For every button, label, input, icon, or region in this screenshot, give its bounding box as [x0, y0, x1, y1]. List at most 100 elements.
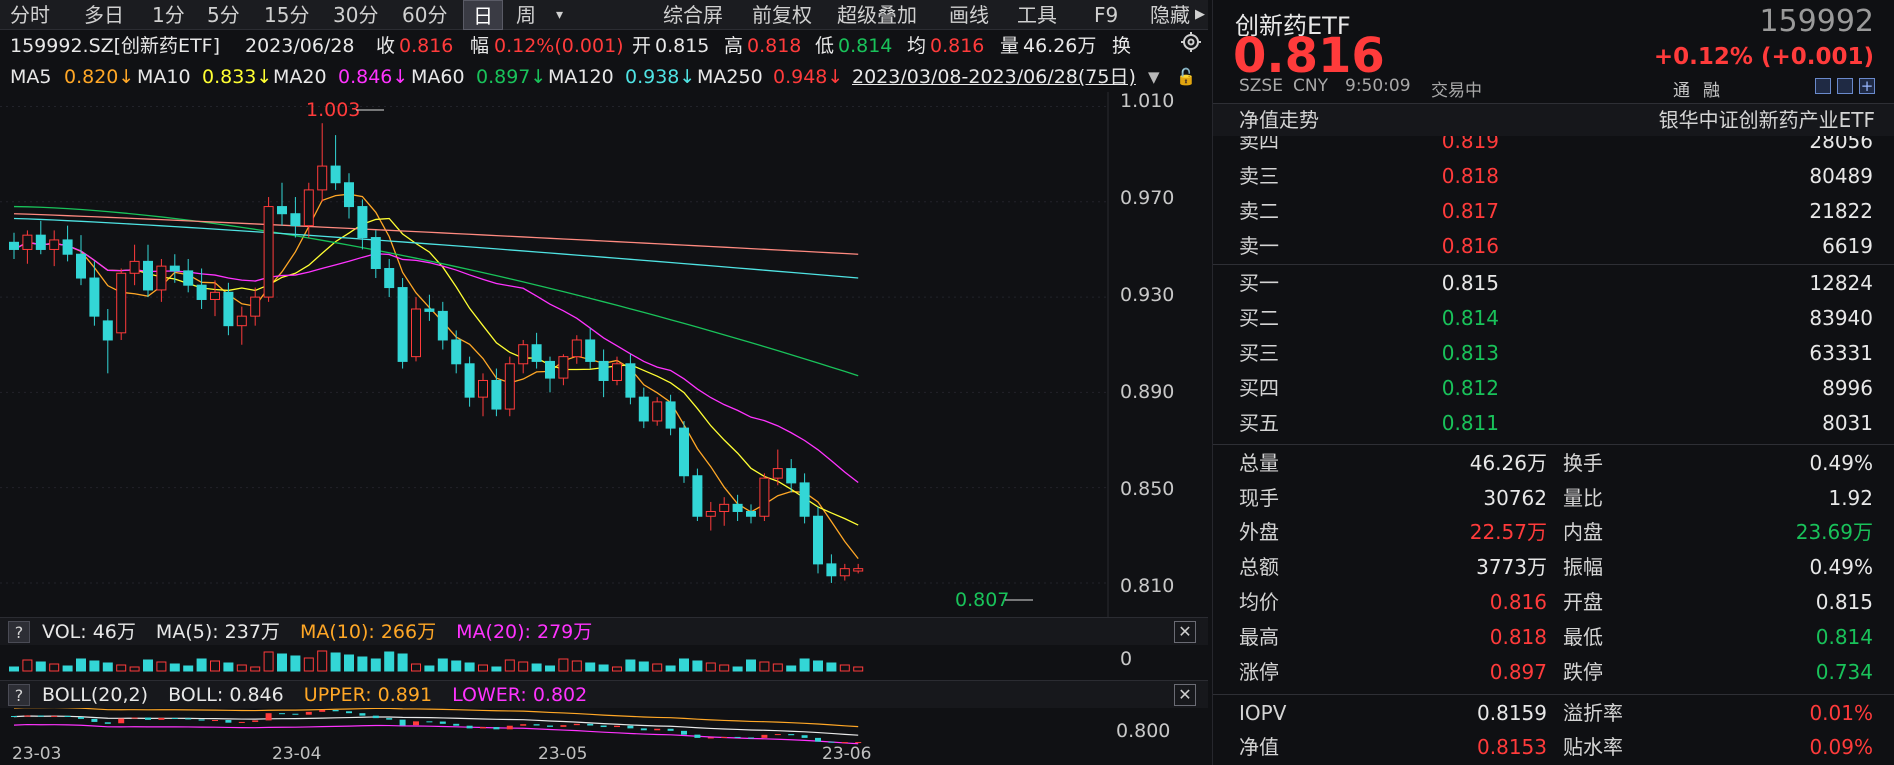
candle-body: [223, 291, 234, 327]
boll-candle: [815, 737, 821, 742]
candle-body: [411, 308, 421, 358]
candle-body: [665, 401, 676, 429]
bid-label: 买四: [1239, 376, 1279, 400]
ask-row-1[interactable]: 卖一 0.816 6619: [1213, 229, 1894, 259]
candle-body: [853, 568, 864, 572]
boll-candle: [453, 723, 460, 726]
candle-body: [89, 277, 100, 317]
boll-close-button[interactable]: ✕: [1174, 684, 1196, 706]
tools-button[interactable]: 工具: [1017, 3, 1057, 27]
close-value: 0.816: [399, 35, 454, 57]
security-code: 159992.SZ[创新药ETF]: [10, 35, 221, 57]
bid-row-3[interactable]: 买三 0.813 63331: [1213, 336, 1894, 371]
draw-line-button[interactable]: 画线: [949, 3, 989, 27]
tab-15min[interactable]: 15分: [264, 3, 310, 27]
avg-value: 0.816: [930, 35, 985, 57]
bid-row-1[interactable]: 买一 0.815 12824: [1213, 266, 1894, 301]
candle-body: [303, 189, 314, 227]
forward-adjust-button[interactable]: 前复权: [752, 3, 812, 27]
tab-1min[interactable]: 1分: [152, 3, 185, 27]
hide-button[interactable]: 隐藏: [1150, 3, 1190, 27]
volume-bar: [545, 665, 555, 672]
vol-panel-header: ? VOL: 46万 MA(5): 237万 MA(10): 266万 MA(2…: [0, 617, 1208, 645]
boll-label: BOLL(20,2): [42, 684, 149, 706]
ma120-line: [13, 217, 859, 279]
ask-row-4[interactable]: 卖四 0.819 28056: [1213, 136, 1894, 159]
settings-gear-icon[interactable]: [1180, 31, 1202, 63]
tab-fenshi[interactable]: 分时: [10, 3, 50, 27]
candle-body: [317, 165, 328, 191]
ma60-value: 0.897↓: [476, 66, 547, 88]
ma10-value: 0.833↓: [202, 66, 273, 88]
lock-icon[interactable]: 🔓: [1176, 67, 1196, 86]
boll-candle: [560, 725, 567, 727]
tab-daily[interactable]: 日: [463, 0, 503, 30]
range-dropdown-icon[interactable]: ▼: [1148, 68, 1160, 86]
boll-upper: UPPER: 0.891: [303, 684, 433, 706]
f9-button[interactable]: F9: [1094, 3, 1119, 27]
tab-5min[interactable]: 5分: [207, 3, 240, 27]
ask-row-3[interactable]: 卖三 0.818 80489: [1213, 159, 1894, 194]
edit-icon[interactable]: [1815, 78, 1831, 94]
price-tick: 1.010: [1120, 92, 1174, 112]
boll-candle: [118, 718, 125, 724]
boll-candle: [171, 717, 178, 719]
boll-candle: [774, 734, 781, 736]
candle-body: [478, 379, 488, 398]
boll-candle: [493, 727, 500, 730]
tab-multiday[interactable]: 多日: [84, 3, 124, 27]
bid-row-5[interactable]: 买五 0.811 8031: [1213, 406, 1894, 441]
boll-candle: [828, 741, 835, 743]
candle-body: [692, 475, 703, 517]
open-value: 0.815: [655, 35, 710, 57]
super-overlay-button[interactable]: 超级叠加: [837, 3, 917, 27]
tab-weekly[interactable]: 周: [516, 3, 536, 27]
period-dropdown-icon[interactable]: ▾: [556, 7, 564, 23]
boll-candle: [145, 717, 151, 720]
tab-60min[interactable]: 60分: [402, 3, 448, 27]
nav-trend-link[interactable]: 净值走势: [1239, 108, 1319, 132]
vol-axis-tick: 0: [1120, 648, 1132, 670]
candle-body: [585, 339, 596, 362]
boll-candle: [399, 719, 406, 726]
vol-close-button[interactable]: ✕: [1174, 621, 1196, 643]
candle-body: [156, 265, 167, 291]
candle-body: [705, 510, 716, 517]
volume-bar: [772, 663, 783, 672]
boll-help-button[interactable]: ?: [8, 684, 30, 706]
trading-status: 交易中: [1431, 81, 1482, 101]
low-annotation: 0.807: [955, 589, 1009, 611]
candle-body: [813, 515, 823, 565]
boll-candle: [547, 725, 553, 727]
kline-chart[interactable]: 1.010 0.970 0.930 0.890 0.850 0.810 1.00…: [0, 92, 1208, 617]
collapse-icon[interactable]: ▶: [1195, 7, 1205, 22]
date-range[interactable]: 2023/03/08-2023/06/28(75日): [852, 66, 1136, 88]
bid-row-2[interactable]: 买二 0.814 83940: [1213, 301, 1894, 336]
bid-label: 买二: [1239, 306, 1279, 330]
bid-row-4[interactable]: 买四 0.812 8996: [1213, 371, 1894, 406]
stat-row: 总量 46.26万 换手 0.49%: [1239, 451, 1873, 475]
tab-30min[interactable]: 30分: [333, 3, 379, 27]
vol-help-button[interactable]: ?: [8, 621, 30, 643]
ask-row-2[interactable]: 卖二 0.817 21822: [1213, 194, 1894, 229]
candle-body: [169, 265, 180, 272]
boll-candle: [841, 742, 848, 744]
tong-badge: 通: [1673, 81, 1690, 101]
boll-candle: [654, 728, 661, 731]
ma5-line: [13, 193, 859, 560]
ask-label: 卖三: [1239, 164, 1279, 188]
boll-candle: [78, 716, 84, 719]
add-icon[interactable]: +: [1859, 77, 1875, 95]
bid-price: 0.815: [1441, 271, 1499, 295]
volume-bar: [705, 662, 716, 672]
boll-candle: [279, 713, 285, 715]
candle-body: [518, 344, 529, 365]
candle-body: [638, 396, 649, 422]
window-icon[interactable]: [1837, 78, 1853, 94]
composite-screen-button[interactable]: 综合屏: [663, 3, 723, 27]
ma5-value: 0.820↓: [64, 66, 135, 88]
volume-bar: [839, 664, 850, 672]
candle-body: [277, 206, 287, 215]
ask-label: 卖二: [1239, 199, 1279, 223]
bid-label: 买一: [1239, 271, 1279, 295]
